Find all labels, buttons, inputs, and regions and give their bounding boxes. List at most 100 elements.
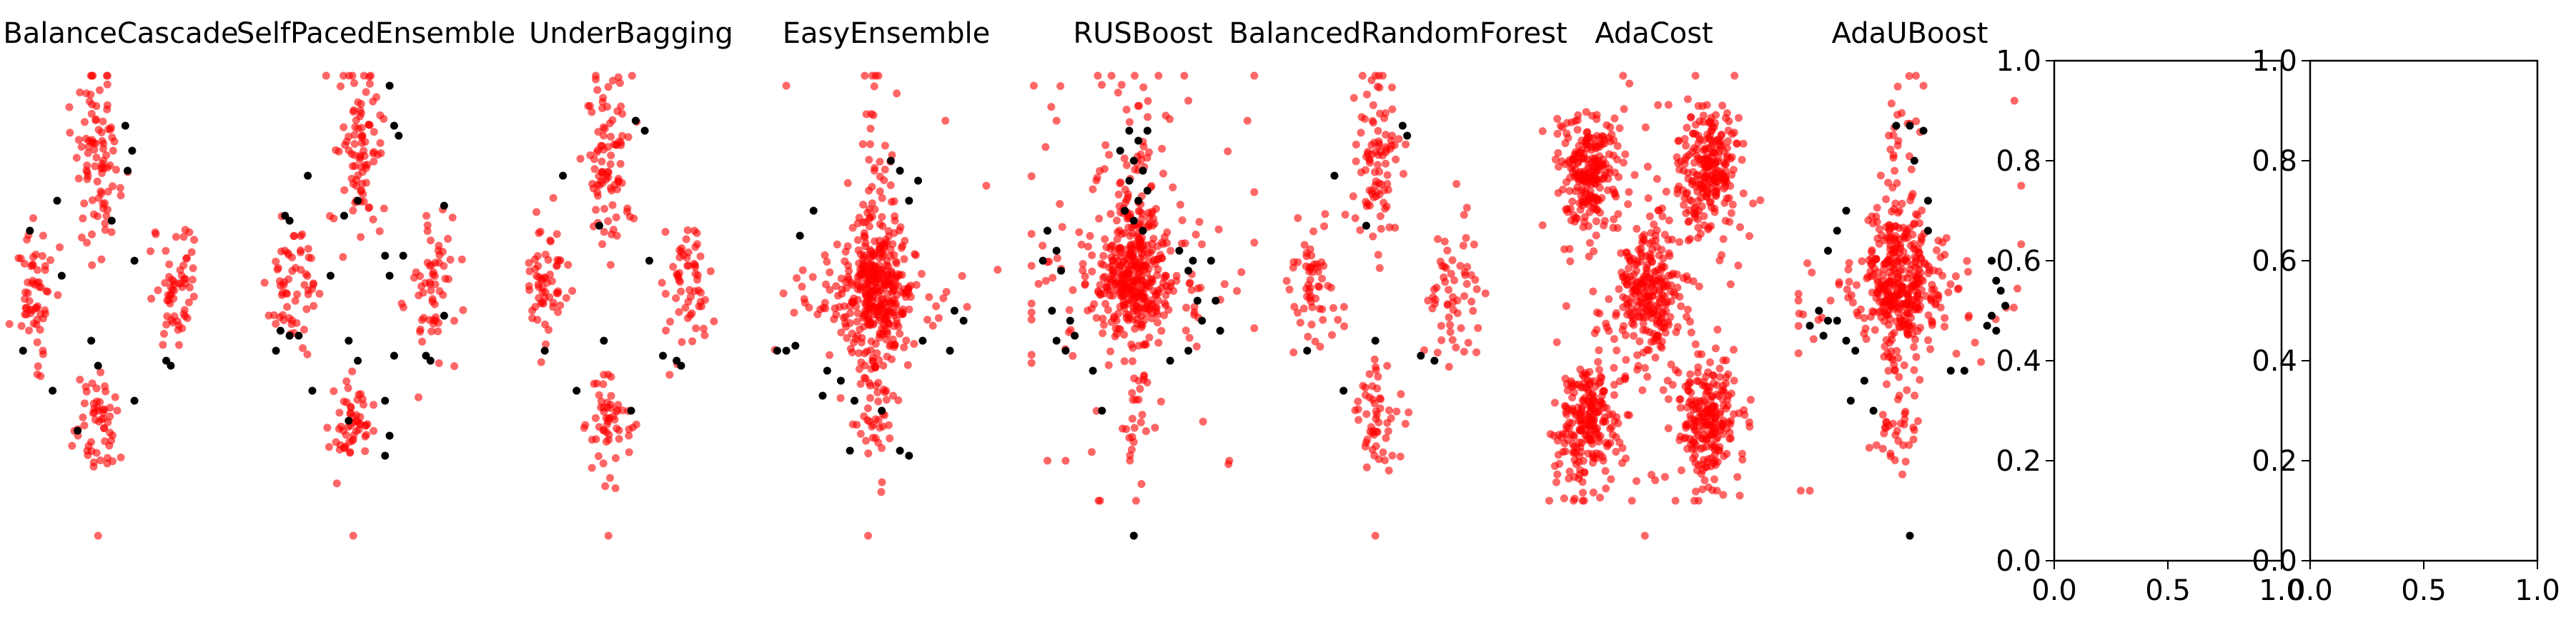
majority-point xyxy=(1081,272,1089,281)
majority-point xyxy=(1647,300,1655,309)
majority-point xyxy=(80,399,89,408)
majority-point xyxy=(701,296,709,304)
majority-point xyxy=(859,201,868,209)
minority-point xyxy=(57,271,66,280)
majority-point xyxy=(598,157,606,166)
majority-point xyxy=(1144,113,1152,121)
majority-point xyxy=(1141,296,1149,305)
majority-point xyxy=(1952,349,1961,358)
majority-point xyxy=(1034,279,1043,288)
majority-point xyxy=(1056,82,1065,90)
majority-point xyxy=(31,250,40,259)
majority-point xyxy=(303,350,312,359)
minority-point xyxy=(121,121,129,130)
majority-point xyxy=(1881,307,1889,316)
majority-point xyxy=(1682,190,1690,198)
majority-point xyxy=(179,233,188,241)
majority-point xyxy=(1694,350,1703,359)
majority-point xyxy=(607,391,615,400)
majority-point xyxy=(188,276,197,284)
majority-point xyxy=(932,302,941,311)
majority-point xyxy=(1665,216,1673,225)
minority-point xyxy=(1216,326,1224,335)
majority-point xyxy=(530,255,539,264)
majority-point xyxy=(340,186,349,194)
minority-point xyxy=(1193,296,1202,305)
majority-point xyxy=(865,186,873,195)
majority-point xyxy=(1453,309,1462,317)
majority-point xyxy=(1694,224,1703,232)
majority-point xyxy=(609,226,618,234)
majority-point xyxy=(1904,299,1913,307)
majority-point xyxy=(1120,280,1129,289)
majority-point xyxy=(1722,373,1730,381)
x-tick-label: 1.0 xyxy=(2515,574,2560,607)
majority-point xyxy=(1131,71,1139,80)
majority-point xyxy=(1684,218,1693,226)
majority-point xyxy=(1560,439,1569,448)
majority-point xyxy=(1620,321,1628,330)
majority-point xyxy=(431,259,440,267)
majority-point xyxy=(1383,171,1392,179)
majority-point xyxy=(1445,286,1453,294)
majority-point xyxy=(1865,444,1873,452)
majority-point xyxy=(1733,473,1742,481)
majority-point xyxy=(866,394,874,402)
majority-point xyxy=(917,269,926,278)
majority-point xyxy=(1905,71,1913,80)
majority-point xyxy=(435,251,444,259)
majority-point xyxy=(1835,280,1843,289)
majority-point xyxy=(1562,410,1571,419)
majority-point xyxy=(613,231,621,240)
majority-point xyxy=(881,165,889,174)
majority-point xyxy=(39,231,47,240)
majority-point xyxy=(1844,294,1853,302)
majority-point xyxy=(1635,337,1644,346)
majority-point xyxy=(1172,276,1181,285)
minority-point xyxy=(128,146,137,155)
majority-point xyxy=(1139,83,1148,91)
minority-point xyxy=(1066,316,1074,325)
majority-point xyxy=(1075,228,1084,236)
minority-point xyxy=(1303,346,1312,355)
majority-point xyxy=(269,311,278,319)
minority-point xyxy=(390,121,398,130)
majority-point xyxy=(1894,354,1903,362)
majority-point xyxy=(1688,177,1696,185)
majority-point xyxy=(1896,419,1905,428)
majority-point xyxy=(1367,141,1376,149)
majority-point xyxy=(1651,354,1660,362)
minority-point xyxy=(1129,216,1138,225)
majority-point xyxy=(1625,264,1633,273)
majority-point xyxy=(1700,476,1709,484)
majority-point xyxy=(1157,326,1166,335)
majority-point xyxy=(1430,285,1438,294)
majority-point xyxy=(439,291,447,299)
majority-point xyxy=(600,204,609,213)
majority-point xyxy=(682,235,690,244)
majority-point xyxy=(1647,229,1655,237)
majority-point xyxy=(159,341,167,349)
majority-point xyxy=(822,280,830,289)
majority-point xyxy=(189,292,198,301)
majority-point xyxy=(898,271,906,279)
majority-point xyxy=(884,421,893,429)
majority-point xyxy=(1137,480,1146,489)
majority-point xyxy=(1746,396,1755,404)
majority-point xyxy=(1579,489,1587,497)
majority-point xyxy=(1195,218,1204,226)
majority-point xyxy=(88,100,96,109)
minority-point xyxy=(1824,246,1833,255)
majority-point xyxy=(1629,255,1638,264)
majority-point xyxy=(430,300,439,309)
majority-point xyxy=(1688,147,1696,156)
majority-point xyxy=(1550,431,1558,440)
majority-point xyxy=(358,179,367,188)
majority-point xyxy=(1886,449,1895,458)
majority-point xyxy=(1384,466,1393,475)
majority-point xyxy=(1745,418,1753,426)
majority-point xyxy=(1372,407,1380,416)
majority-point xyxy=(1735,491,1744,500)
majority-point xyxy=(100,424,109,432)
majority-point xyxy=(293,290,302,299)
